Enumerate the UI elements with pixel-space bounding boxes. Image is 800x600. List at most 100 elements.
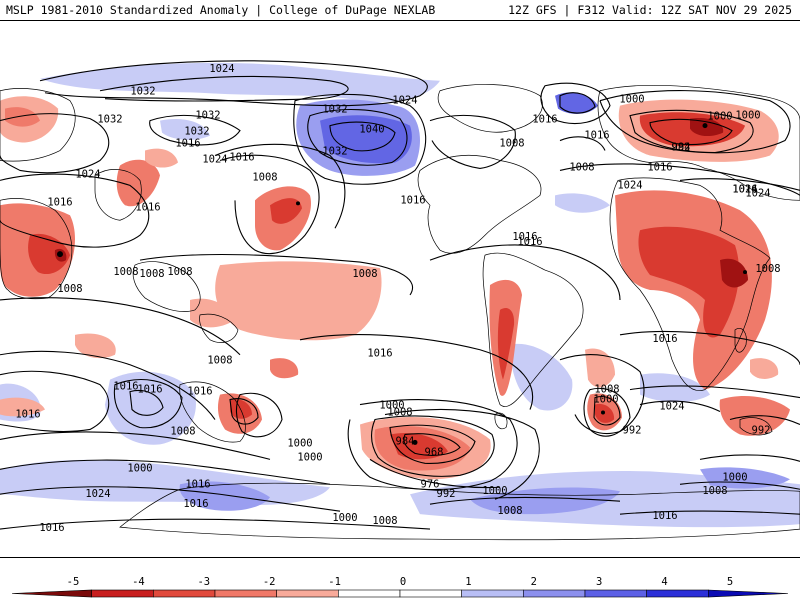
- colorbar-swatch: [708, 589, 789, 598]
- isobar-label: 1000: [735, 110, 760, 122]
- isobar-label: 1008: [755, 263, 780, 275]
- isobar-label: 1000: [127, 462, 152, 474]
- isobar-label: 1000: [619, 94, 644, 106]
- isobar-label: 1040: [359, 124, 384, 136]
- colorbar-tick-label: -5: [67, 576, 80, 588]
- isobar-label: 1016: [187, 386, 212, 398]
- isobar-label: 992: [437, 488, 456, 500]
- isobar-label: 1008: [207, 355, 232, 367]
- isobar-label: 1000: [297, 451, 322, 463]
- isobar-label: 1000: [707, 111, 732, 123]
- isobar-label: 1016: [584, 130, 609, 142]
- isobar-label: 1008: [352, 268, 377, 280]
- valid-time-label: 12Z GFS | F312 Valid: 12Z SAT NOV 29 202…: [508, 3, 792, 17]
- isobar-label: 1016: [367, 348, 392, 360]
- isobar-label: 1008: [113, 266, 138, 278]
- isobar-label: 1016: [229, 151, 254, 163]
- isobar-label: 1016: [647, 161, 672, 173]
- map-title: MSLP 1981-2010 Standardized Anomaly | Co…: [6, 3, 436, 17]
- isobar-label: 968: [425, 446, 444, 458]
- isobar-label: 1000: [379, 400, 404, 412]
- isobar-label: 1000: [482, 485, 507, 497]
- isobar-label: 1008: [252, 171, 277, 183]
- colorbar-swatch: [399, 589, 462, 598]
- isobar-label: 976: [421, 478, 440, 490]
- colorbar-swatch: [91, 589, 154, 598]
- isobar-label: 1016: [517, 236, 542, 248]
- colorbar-swatch: [153, 589, 216, 598]
- isobar-label: 1008: [167, 266, 192, 278]
- isobar-label: 1008: [594, 384, 619, 396]
- isobar-label: 1016: [183, 498, 208, 510]
- colorbar-tick-label: 0: [400, 576, 406, 588]
- isobar-label: 1016: [732, 183, 757, 195]
- isobar-label: 1024: [75, 168, 100, 180]
- isobar-label: 1024: [745, 187, 770, 199]
- isobar-label: 1000: [593, 394, 618, 406]
- colorbar-tick-label: -3: [197, 576, 210, 588]
- colorbar-tick-label: 5: [727, 576, 733, 588]
- isobar-label: 1016: [175, 138, 200, 150]
- isobar-label: 992: [623, 424, 642, 436]
- isobar-label: 992: [672, 142, 691, 154]
- colorbar-tick-labels: -5 -4 -3 -2 -1 0 1 2 3 4 5: [67, 576, 733, 588]
- isobar-label: 1008: [387, 407, 412, 419]
- isobar-label: 1032: [322, 146, 347, 158]
- colorbar-swatch: [11, 589, 92, 598]
- anomaly-colorbar: -5 -4 -3 -2 -1 0 1 2 3 4 5: [11, 576, 789, 598]
- isobar-label: 1000: [287, 437, 312, 449]
- colorbar-tick-label: 4: [661, 576, 667, 588]
- negative-anomaly-areas: [0, 96, 790, 480]
- isobar-label: 1024: [732, 183, 757, 195]
- isobar-label: 992: [752, 424, 771, 436]
- isobar-label: 1024: [85, 488, 110, 500]
- colorbar-swatch: [646, 589, 709, 598]
- colorbar-tick-label: -4: [132, 576, 145, 588]
- isobar-label: 1016: [47, 196, 72, 208]
- isobar-label: 1016: [137, 384, 162, 396]
- colorbar-tick-label: 2: [531, 576, 537, 588]
- colorbar-swatch: [214, 589, 277, 598]
- isobar-label: 1016: [15, 409, 40, 421]
- isobar-label: 1008: [57, 283, 82, 295]
- isobar-label: 984: [672, 142, 691, 154]
- isobar-label: 1016: [39, 522, 64, 534]
- isobar-label: 984: [396, 435, 415, 447]
- isobar-label: 1032: [195, 110, 220, 122]
- isobar-label: 1016: [652, 510, 677, 522]
- colorbar-tick-label: -2: [263, 576, 276, 588]
- isobar-label: 1032: [130, 86, 155, 98]
- isobar-label: 1032: [97, 114, 122, 126]
- colorbar-swatch: [276, 589, 339, 598]
- isobar-label: 1016: [400, 194, 425, 206]
- isobar-label: 1032: [184, 126, 209, 138]
- isobar-label: 1008: [499, 138, 524, 150]
- isobar-label: 1032: [322, 104, 347, 116]
- isobar-label: 1008: [702, 485, 727, 497]
- colorbar-swatches: [11, 589, 789, 598]
- colorbar-swatch: [523, 589, 586, 598]
- colorbar-swatch: [338, 589, 401, 598]
- isobar-label: 1000: [722, 471, 747, 483]
- pressure-centers: [57, 123, 747, 445]
- isobar-label: 1008: [569, 161, 594, 173]
- isobar-label: 1024: [617, 179, 642, 191]
- colorbar-tick-label: -1: [328, 576, 341, 588]
- isobar-contours: [0, 60, 800, 530]
- isobar-label: 1000: [332, 512, 357, 524]
- isobar-label: 1024: [209, 63, 234, 75]
- isobar-label: 1024: [392, 95, 417, 107]
- isobar-label: 1016: [113, 381, 138, 393]
- isobar-label: 1016: [532, 114, 557, 126]
- isobar-label: 1008: [170, 425, 195, 437]
- colorbar-swatch: [461, 589, 524, 598]
- isobar-label: 1016: [512, 231, 537, 243]
- colorbar-tick-label: 3: [596, 576, 602, 588]
- isobar-label: 1016: [185, 478, 210, 490]
- isobar-label: 1008: [497, 505, 522, 517]
- colorbar-tick-label: 1: [465, 576, 471, 588]
- isobar-label: 1024: [202, 153, 227, 165]
- isobar-label: 1024: [659, 401, 684, 413]
